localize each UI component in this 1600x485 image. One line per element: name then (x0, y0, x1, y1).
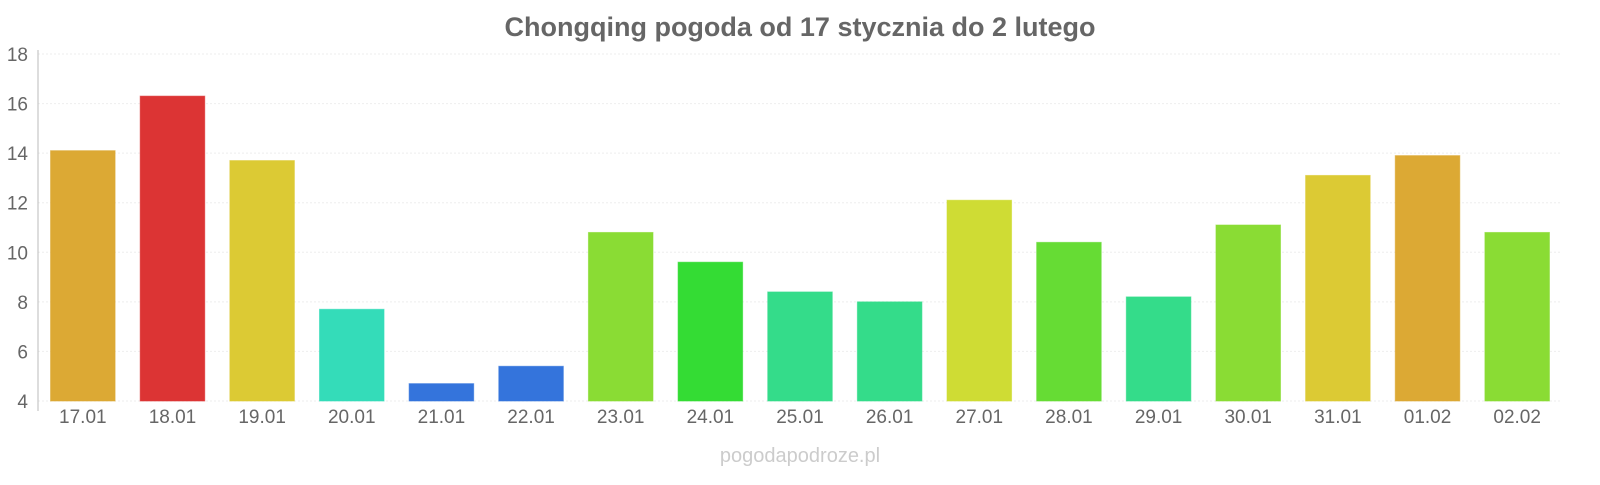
y-tick-label: 8 (17, 293, 28, 314)
y-tick-label: 14 (7, 144, 29, 165)
x-tick-label: 22.01 (507, 407, 555, 428)
x-tick-label: 21.01 (418, 407, 466, 428)
bar-21.01 (408, 383, 475, 402)
watermark: pogodapodroze.pl (720, 445, 880, 467)
x-tick-label: 25.01 (776, 407, 824, 428)
x-tick-label: 29.01 (1135, 407, 1183, 428)
x-tick-label: 20.01 (328, 407, 376, 428)
x-tick-label: 18.01 (149, 407, 197, 428)
bar-02.02 (1484, 231, 1550, 402)
bar-30.01 (1215, 224, 1282, 402)
x-tick-label: 01.02 (1404, 407, 1452, 428)
bar-27.01 (946, 199, 1013, 402)
y-tick-label: 4 (17, 392, 28, 413)
x-tick-label: 17.01 (59, 407, 107, 428)
y-tick-label: 18 (7, 45, 28, 66)
x-tick-label: 31.01 (1314, 407, 1362, 428)
bar-29.01 (1125, 296, 1192, 402)
y-tick-label: 6 (17, 342, 28, 363)
bar-31.01 (1305, 174, 1371, 402)
bar-23.01 (587, 231, 654, 402)
y-tick-label: 10 (7, 243, 28, 264)
x-tick-label: 27.01 (956, 407, 1004, 428)
chart-title: Chongqing pogoda od 17 stycznia do 2 lut… (505, 12, 1096, 42)
bar-25.01 (767, 291, 833, 402)
bar-24.01 (677, 261, 744, 402)
bar-19.01 (229, 160, 295, 402)
bar-01.02 (1394, 155, 1461, 402)
bar-28.01 (1036, 241, 1102, 402)
bar-20.01 (318, 308, 385, 402)
x-tick-label: 02.02 (1493, 407, 1541, 428)
x-tick-label: 19.01 (238, 407, 286, 428)
bar-17.01 (50, 150, 116, 402)
bar-18.01 (139, 95, 206, 402)
bar-26.01 (856, 301, 923, 402)
x-tick-label: 24.01 (687, 407, 735, 428)
bar-22.01 (498, 365, 564, 402)
x-tick-label: 23.01 (597, 407, 645, 428)
y-tick-label: 12 (7, 194, 28, 215)
x-tick-label: 26.01 (866, 407, 914, 428)
x-tick-label: 30.01 (1224, 407, 1272, 428)
y-tick-label: 16 (7, 95, 28, 116)
x-tick-label: 28.01 (1045, 407, 1093, 428)
